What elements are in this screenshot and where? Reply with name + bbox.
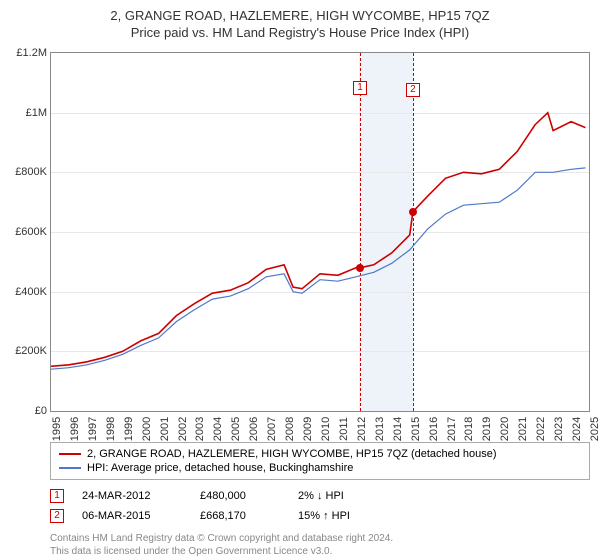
x-axis-label: 2005	[230, 417, 242, 441]
y-axis-label: £800K	[15, 166, 47, 178]
x-axis-label: 2006	[248, 417, 260, 441]
legend-label: HPI: Average price, detached house, Buck…	[87, 462, 353, 474]
x-axis-label: 2024	[571, 417, 583, 441]
table-row: 1 24-MAR-2012 £480,000 2% ↓ HPI	[50, 486, 590, 506]
x-axis-label: 2004	[212, 417, 224, 441]
x-axis-label: 2007	[266, 417, 278, 441]
transaction-price: £480,000	[200, 490, 280, 502]
y-axis-label: £200K	[15, 345, 47, 357]
footer-line-2: This data is licensed under the Open Gov…	[50, 545, 590, 558]
x-axis-label: 1995	[51, 417, 63, 441]
x-axis-label: 2009	[302, 417, 314, 441]
x-axis-label: 2023	[553, 417, 565, 441]
series-property	[51, 113, 585, 367]
footer-line-1: Contains HM Land Registry data © Crown c…	[50, 532, 590, 545]
x-axis-label: 1997	[87, 417, 99, 441]
x-axis-label: 2018	[463, 417, 475, 441]
x-axis-label: 2020	[499, 417, 511, 441]
legend-row: HPI: Average price, detached house, Buck…	[59, 461, 581, 475]
x-axis-label: 2015	[410, 417, 422, 441]
x-axis-label: 2010	[320, 417, 332, 441]
x-axis-label: 2019	[481, 417, 493, 441]
x-axis-label: 2013	[374, 417, 386, 441]
title-block: 2, GRANGE ROAD, HAZLEMERE, HIGH WYCOMBE,…	[0, 0, 600, 44]
series-hpi	[51, 168, 585, 369]
legend-swatch	[59, 453, 81, 455]
y-axis-label: £0	[35, 405, 47, 417]
title-line-2: Price paid vs. HM Land Registry's House …	[0, 25, 600, 40]
chart-plot-area: 12 £0£200K£400K£600K£800K£1M£1.2M1995199…	[50, 52, 590, 412]
legend-swatch	[59, 467, 81, 469]
y-axis-label: £1.2M	[16, 47, 47, 59]
transaction-marker: 1	[50, 489, 64, 503]
legend-row: 2, GRANGE ROAD, HAZLEMERE, HIGH WYCOMBE,…	[59, 447, 581, 461]
x-axis-label: 2003	[194, 417, 206, 441]
x-axis-label: 2025	[589, 417, 600, 441]
x-axis-label: 2021	[517, 417, 529, 441]
x-axis-label: 2022	[535, 417, 547, 441]
legend: 2, GRANGE ROAD, HAZLEMERE, HIGH WYCOMBE,…	[50, 442, 590, 480]
title-line-1: 2, GRANGE ROAD, HAZLEMERE, HIGH WYCOMBE,…	[0, 8, 600, 23]
chart-container: 2, GRANGE ROAD, HAZLEMERE, HIGH WYCOMBE,…	[0, 0, 600, 560]
x-axis-label: 2000	[141, 417, 153, 441]
table-row: 2 06-MAR-2015 £668,170 15% ↑ HPI	[50, 506, 590, 526]
transaction-table: 1 24-MAR-2012 £480,000 2% ↓ HPI 2 06-MAR-2015…	[50, 486, 590, 526]
transaction-date: 24-MAR-2012	[82, 490, 182, 502]
x-axis-label: 1998	[105, 417, 117, 441]
y-axis-label: £400K	[15, 286, 47, 298]
transaction-delta: 15% ↑ HPI	[298, 510, 388, 522]
y-axis-label: £1M	[26, 107, 47, 119]
transaction-date: 06-MAR-2015	[82, 510, 182, 522]
x-axis-label: 2017	[446, 417, 458, 441]
x-axis-label: 1996	[69, 417, 81, 441]
transaction-delta: 2% ↓ HPI	[298, 490, 388, 502]
x-axis-label: 2001	[159, 417, 171, 441]
y-axis-label: £600K	[15, 226, 47, 238]
transaction-price: £668,170	[200, 510, 280, 522]
x-axis-label: 2008	[284, 417, 296, 441]
legend-label: 2, GRANGE ROAD, HAZLEMERE, HIGH WYCOMBE,…	[87, 448, 497, 460]
footer: Contains HM Land Registry data © Crown c…	[50, 532, 590, 558]
x-axis-label: 2012	[356, 417, 368, 441]
x-axis-label: 1999	[123, 417, 135, 441]
x-axis-label: 2002	[177, 417, 189, 441]
transaction-marker: 2	[50, 509, 64, 523]
x-axis-label: 2016	[428, 417, 440, 441]
x-axis-label: 2014	[392, 417, 404, 441]
chart-lines	[51, 53, 589, 411]
x-axis-label: 2011	[338, 417, 350, 441]
